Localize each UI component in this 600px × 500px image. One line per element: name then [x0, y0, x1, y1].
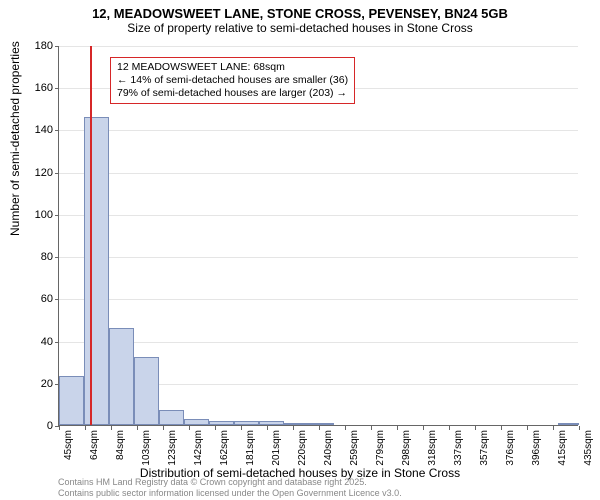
ytick-label: 0 [23, 420, 53, 432]
histogram-bar [309, 423, 334, 425]
ytick-label: 20 [23, 378, 53, 390]
xtick-label: 376sqm [505, 430, 516, 466]
xtick-label: 240sqm [323, 430, 334, 466]
xtick-mark [111, 426, 112, 430]
ytick-label: 180 [23, 40, 53, 52]
footnote-line1: Contains HM Land Registry data © Crown c… [58, 477, 402, 487]
y-axis-label: Number of semi-detached properties [8, 41, 22, 236]
xtick-label: 318sqm [427, 430, 438, 466]
xtick-label: 103sqm [141, 430, 152, 466]
xtick-label: 162sqm [219, 430, 230, 466]
histogram-bar [159, 410, 184, 425]
ytick-mark [55, 130, 59, 131]
chart-title-line2: Size of property relative to semi-detach… [0, 21, 600, 39]
xtick-label: 201sqm [271, 430, 282, 466]
xtick-mark [85, 426, 86, 430]
xtick-mark [423, 426, 424, 430]
gridline [59, 299, 578, 300]
gridline [59, 130, 578, 131]
xtick-label: 123sqm [167, 430, 178, 466]
gridline [59, 342, 578, 343]
xtick-mark [215, 426, 216, 430]
xtick-label: 142sqm [193, 430, 204, 466]
xtick-mark [475, 426, 476, 430]
ytick-mark [55, 299, 59, 300]
xtick-label: 357sqm [479, 430, 490, 466]
xtick-label: 181sqm [245, 430, 256, 466]
xtick-mark [267, 426, 268, 430]
ytick-label: 80 [23, 251, 53, 263]
histogram-bar [558, 423, 579, 425]
xtick-mark [449, 426, 450, 430]
histogram-bar [84, 117, 109, 425]
histogram-bar [134, 357, 159, 425]
xtick-mark [345, 426, 346, 430]
xtick-mark [501, 426, 502, 430]
xtick-mark [319, 426, 320, 430]
xtick-label: 298sqm [401, 430, 412, 466]
ytick-label: 160 [23, 82, 53, 94]
reference-line [90, 46, 92, 425]
ytick-label: 140 [23, 124, 53, 136]
ytick-mark [55, 173, 59, 174]
xtick-label: 435sqm [583, 430, 594, 466]
histogram-bar [109, 328, 134, 425]
xtick-label: 337sqm [453, 430, 464, 466]
histogram-bar [59, 376, 84, 425]
xtick-mark [293, 426, 294, 430]
ytick-mark [55, 88, 59, 89]
xtick-mark [137, 426, 138, 430]
footnote: Contains HM Land Registry data © Crown c… [58, 477, 402, 498]
gridline [59, 215, 578, 216]
xtick-label: 220sqm [297, 430, 308, 466]
histogram-bar [259, 421, 284, 425]
ytick-mark [55, 342, 59, 343]
footnote-line2: Contains public sector information licen… [58, 488, 402, 498]
xtick-label: 64sqm [89, 430, 100, 460]
xtick-label: 259sqm [349, 430, 360, 466]
ytick-label: 120 [23, 167, 53, 179]
ytick-mark [55, 46, 59, 47]
xtick-mark [553, 426, 554, 430]
xtick-mark [189, 426, 190, 430]
xtick-mark [163, 426, 164, 430]
xtick-label: 45sqm [63, 430, 74, 460]
xtick-label: 396sqm [531, 430, 542, 466]
annotation-box: 12 MEADOWSWEET LANE: 68sqm ← 14% of semi… [110, 57, 355, 104]
chart-title-line1: 12, MEADOWSWEET LANE, STONE CROSS, PEVEN… [0, 0, 600, 21]
annotation-line2: ← 14% of semi-detached houses are smalle… [117, 74, 348, 87]
ytick-label: 60 [23, 293, 53, 305]
xtick-mark [59, 426, 60, 430]
ytick-mark [55, 215, 59, 216]
gridline [59, 46, 578, 47]
xtick-mark [527, 426, 528, 430]
annotation-line3: 79% of semi-detached houses are larger (… [117, 87, 348, 100]
xtick-label: 415sqm [557, 430, 568, 466]
xtick-label: 84sqm [115, 430, 126, 460]
ytick-mark [55, 257, 59, 258]
histogram-bar [234, 421, 259, 425]
ytick-label: 40 [23, 336, 53, 348]
gridline [59, 257, 578, 258]
xtick-mark [397, 426, 398, 430]
xtick-mark [371, 426, 372, 430]
xtick-mark [579, 426, 580, 430]
ytick-label: 100 [23, 209, 53, 221]
histogram-bar [209, 421, 234, 425]
xtick-label: 279sqm [375, 430, 386, 466]
histogram-bar [284, 423, 309, 425]
annotation-line1: 12 MEADOWSWEET LANE: 68sqm [117, 61, 348, 74]
chart-container: 02040608010012014016018045sqm64sqm84sqm1… [58, 46, 578, 426]
gridline [59, 173, 578, 174]
histogram-bar [184, 419, 209, 425]
xtick-mark [241, 426, 242, 430]
